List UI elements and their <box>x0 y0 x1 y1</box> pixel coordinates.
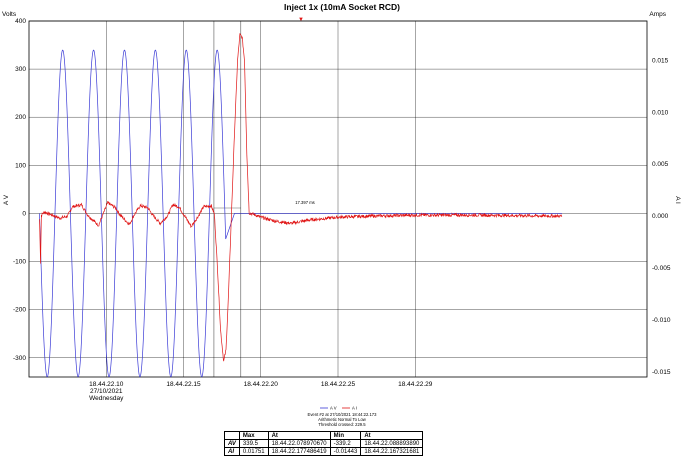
stats-header <box>224 431 240 440</box>
stats-cell: -339.2 <box>329 439 362 448</box>
y-left-tick-label: -300 <box>13 355 26 362</box>
event-info-line: Arithmetic Normal To Low <box>318 417 367 422</box>
y-left-tick-label: 200 <box>15 114 26 121</box>
y-left-tick-label: 300 <box>15 66 26 73</box>
stats-header: Min <box>329 431 362 440</box>
trigger-marker-icon: ▼ <box>298 17 304 23</box>
x-tick-label: 18.44.22.20 <box>244 381 279 388</box>
y-right-axis-label: A I <box>674 196 681 204</box>
stats-cell: 0.01751 <box>238 447 269 456</box>
y-left-axis-label: A V <box>3 194 10 205</box>
stats-cell: 339.5 <box>238 439 269 448</box>
x-tick-label: 18.44.22.25 <box>321 381 356 388</box>
series-line-ai <box>39 33 563 362</box>
stats-row-av: AV 339.5 18.44.22.078970670 -339.2 18.44… <box>224 439 424 448</box>
stats-table: Max At Min At AV 339.5 18.44.22.07897067… <box>224 431 424 456</box>
stats-row-ai: AI 0.01751 18.44.22.177486419 -0.01443 1… <box>224 447 424 456</box>
y-right-tick-label: -0.015 <box>652 369 671 376</box>
event-info-line: Threshold crossed: 229.5 <box>318 422 366 427</box>
stats-cell: 18.44.22.177486419 <box>267 447 331 456</box>
y-right-ticks: 0.015 0.010 0.005 0.000 -0.005 -0.010 -0.015 <box>652 57 671 375</box>
chart-title: Inject 1x (10mA Socket RCD) <box>284 2 400 12</box>
stats-header: Max <box>238 431 269 440</box>
y-right-tick-label: -0.010 <box>652 317 671 324</box>
y-left-tick-label: -200 <box>13 307 26 314</box>
event-info: Event #2 at 27/10/2021 18:44:22.173Arith… <box>308 412 378 427</box>
stats-cell: 18.44.22.078970670 <box>267 439 331 448</box>
y-left-ticks: 400 300 200 100 0 -100 -200 -300 <box>13 18 26 362</box>
y-left-tick-label: -100 <box>13 259 26 266</box>
y-right-tick-label: 0.010 <box>652 109 669 116</box>
series-group <box>39 33 563 378</box>
cursor-delta-label: 17.397 ms <box>295 200 315 205</box>
y-left-tick-label: 0 <box>22 210 26 217</box>
y-right-tick-label: 0.015 <box>652 57 669 64</box>
y-left-tick-label: 100 <box>15 162 26 169</box>
y-right-unit: Amps <box>649 11 666 18</box>
y-right-tick-label: 0.000 <box>652 213 669 220</box>
x-tick-label: 18.44.22.10 <box>89 381 124 388</box>
x-tick-label: Wednesday <box>89 395 124 402</box>
stats-cell: AV <box>224 439 240 448</box>
stats-header: At <box>267 431 331 440</box>
series-line-av <box>39 49 563 378</box>
stats-cell: 18.44.22.088893890 <box>360 439 424 448</box>
stats-cell: AI <box>224 447 240 456</box>
x-tick-label: 27/10/2021 <box>90 388 123 395</box>
legend-label: A I <box>352 406 357 411</box>
y-right-tick-label: -0.005 <box>652 265 671 272</box>
event-info-line: Event #2 at 27/10/2021 18:44:22.173 <box>308 412 378 417</box>
stats-header-row: Max At Min At <box>224 431 424 440</box>
y-left-unit: Volts <box>2 11 17 18</box>
x-tick-label: 18.44.22.15 <box>166 381 201 388</box>
x-tick-label: 18.44.22.29 <box>398 381 433 388</box>
y-right-tick-label: 0.005 <box>652 161 669 168</box>
stats-cell: -0.01443 <box>329 447 362 456</box>
stats-cell: 18.44.22.167321681 <box>360 447 424 456</box>
y-left-tick-label: 400 <box>15 18 26 25</box>
stats-header: At <box>360 431 424 440</box>
legend-label: A V <box>330 406 337 411</box>
